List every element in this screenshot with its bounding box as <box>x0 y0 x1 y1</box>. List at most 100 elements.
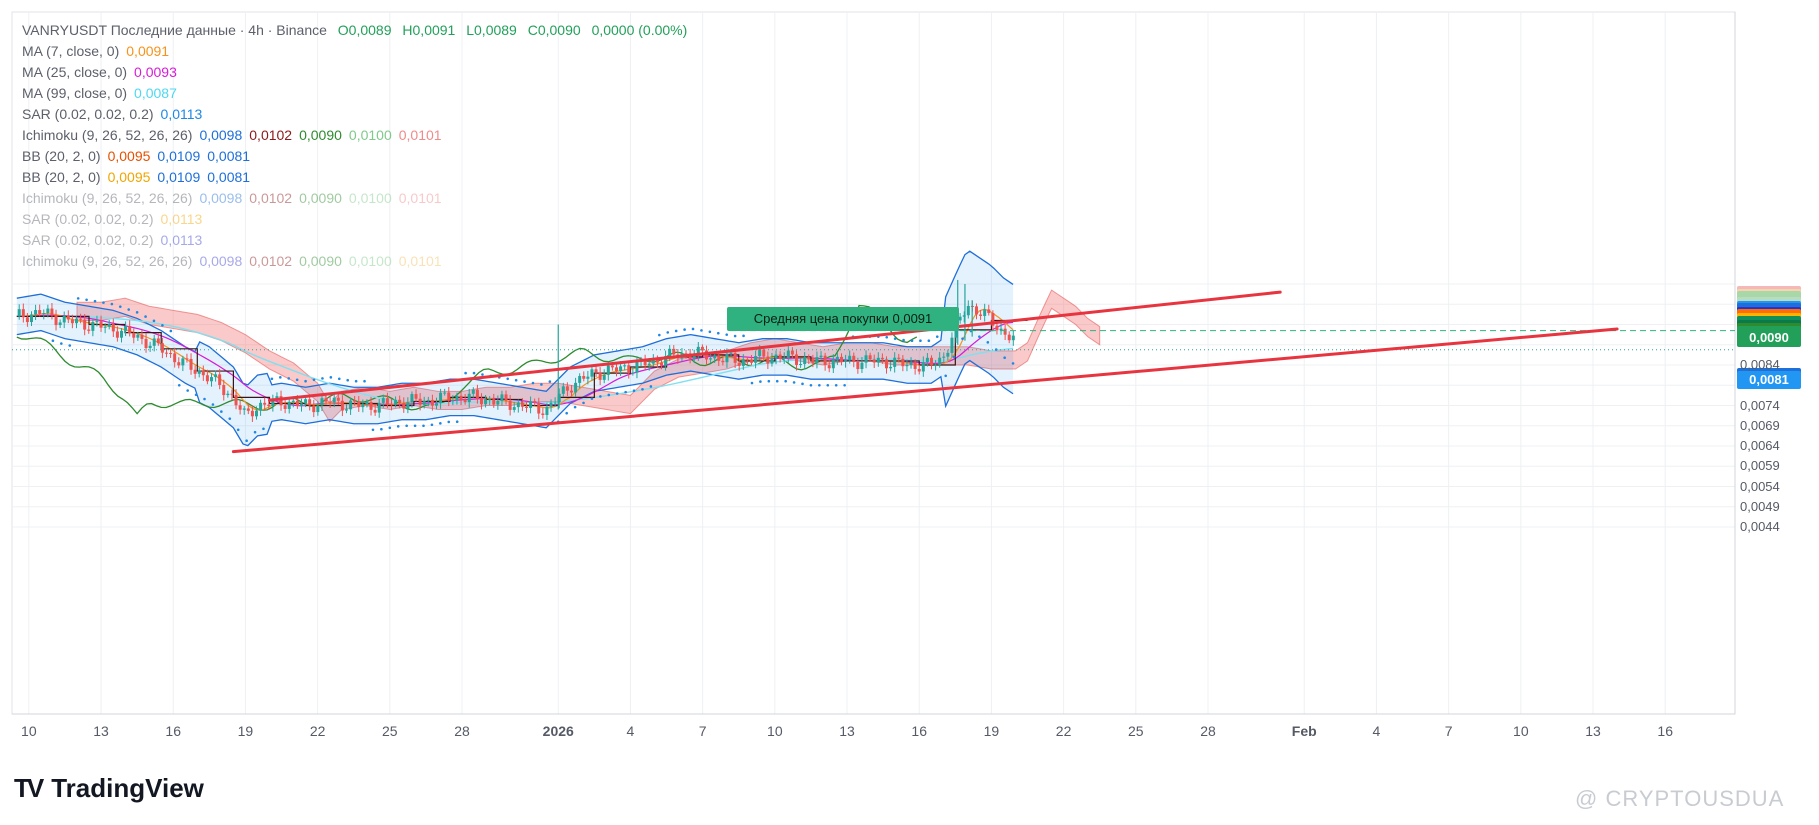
candle-body <box>533 401 537 403</box>
candle-body <box>385 398 389 405</box>
candle-body <box>287 401 291 409</box>
legend-indicator-row[interactable]: Ichimoku (9, 26, 52, 26, 26) 0,0098 0,0102… <box>22 251 922 272</box>
candle-body <box>909 362 913 366</box>
candle-body <box>271 398 275 407</box>
time-tick-label: 13 <box>839 723 855 739</box>
sar-dot <box>144 315 147 318</box>
candle-body <box>214 374 218 378</box>
avg-purchase-price-label[interactable]: Средняя цена покупки 0,0091 <box>727 307 959 331</box>
candle-body <box>111 324 115 332</box>
candle-body <box>549 402 553 407</box>
sar-dot <box>910 339 914 343</box>
time-tick-label: 19 <box>237 723 254 739</box>
candle-body <box>741 359 745 366</box>
sar-dot <box>321 377 324 380</box>
indicator-label: MA (25, close, 0) <box>22 64 128 80</box>
candle-body <box>70 319 74 324</box>
candle-body <box>966 305 970 316</box>
sar-dot <box>455 420 459 424</box>
sar-dot <box>818 383 821 387</box>
sar-dot <box>194 393 198 397</box>
price-tick-label: 0,0044 <box>1740 519 1780 534</box>
candle-body <box>263 402 267 405</box>
tradingview-brand[interactable]: TV TradingView <box>14 773 204 804</box>
candle-body <box>132 333 136 338</box>
candle-body <box>197 370 201 374</box>
candle-body <box>537 402 541 414</box>
indicator-value: 0,0098 <box>199 127 243 143</box>
candle-body <box>831 359 835 369</box>
sar-dot <box>725 333 729 336</box>
sar-dot <box>262 427 265 431</box>
candle-body <box>181 358 185 366</box>
candle-body <box>979 314 983 316</box>
sar-dot <box>641 388 644 391</box>
candle-body <box>308 399 312 406</box>
legend-indicator-row[interactable]: Ichimoku (9, 26, 52, 26, 26) 0,0098 0,0102… <box>22 188 922 209</box>
legend-indicator-row[interactable]: SAR (0.02, 0.02, 0.2) 0,0113 <box>22 104 922 125</box>
candle-body <box>958 316 962 321</box>
candle-body <box>786 350 790 358</box>
price-tick-label: 0,0049 <box>1740 498 1780 514</box>
candle-body <box>655 358 659 363</box>
candle-body <box>864 355 868 363</box>
candle-body <box>156 338 160 344</box>
sar-dot <box>834 383 838 387</box>
candle-body <box>283 405 287 409</box>
candle-body <box>995 325 999 331</box>
sar-dot <box>270 377 274 381</box>
price-tick-label: 0,0064 <box>1740 438 1780 453</box>
sar-dot <box>952 355 956 359</box>
candle-body <box>62 315 66 323</box>
sar-dot <box>885 335 889 339</box>
indicator-label: Ichimoku (9, 26, 52, 26, 26) <box>22 127 193 143</box>
candle-body <box>402 402 406 409</box>
sar-dot <box>683 328 686 331</box>
candle-body <box>983 309 987 316</box>
candle-body <box>668 348 672 357</box>
legend-indicator-row[interactable]: Ichimoku (9, 26, 52, 26, 26) 0,0098 0,0102… <box>22 125 922 146</box>
candle-body <box>377 402 381 413</box>
sar-dot <box>118 305 122 308</box>
sar-dot <box>565 411 568 415</box>
candle-body <box>893 357 897 367</box>
candle-body <box>692 355 696 359</box>
legend-indicator-row[interactable]: SAR (0.02, 0.02, 0.2) 0,0113 <box>22 230 922 251</box>
sar-dot <box>700 329 703 332</box>
time-tick-label: 13 <box>93 723 109 739</box>
candle-body <box>381 398 385 403</box>
candle-body <box>733 352 737 363</box>
sar-dot <box>935 335 939 338</box>
candle-body <box>913 362 917 369</box>
candle-body <box>312 405 316 413</box>
plot-area <box>11 11 1736 715</box>
legend-indicator-row[interactable]: MA (7, close, 0) 0,0091 <box>22 41 922 62</box>
sar-dot <box>708 330 712 334</box>
legend-indicator-row[interactable]: SAR (0.02, 0.02, 0.2) 0,0113 <box>22 209 922 230</box>
candle-body <box>373 409 377 413</box>
legend-indicator-row[interactable]: MA (99, close, 0) 0,0087 <box>22 83 922 104</box>
indicator-value: 0,0081 <box>207 169 251 185</box>
candle-body <box>578 376 582 383</box>
candle-body <box>99 321 103 328</box>
sar-dot <box>590 397 594 400</box>
candle-body <box>872 359 876 363</box>
candle-body <box>590 369 594 377</box>
sar-dot <box>295 378 299 382</box>
bb-lower <box>16 329 1014 447</box>
candle-body <box>246 408 250 411</box>
candle-body <box>304 399 308 404</box>
legend-indicator-row[interactable]: BB (20, 2, 0) 0,0095 0,0109 0,0081 <box>22 146 922 167</box>
indicator-label: BB (20, 2, 0) <box>22 148 101 164</box>
candle-body <box>696 346 700 356</box>
indicator-value: 0,0109 <box>157 148 201 164</box>
candle-body <box>602 374 606 380</box>
legend-indicator-row[interactable]: BB (20, 2, 0) 0,0095 0,0109 0,0081 <box>22 167 922 188</box>
sar-dot <box>51 339 55 343</box>
candle-body <box>398 399 402 403</box>
legend-indicator-row[interactable]: MA (25, close, 0) 0,0093 <box>22 62 922 83</box>
sar-dot <box>809 383 813 387</box>
candle-body <box>38 310 42 314</box>
candle-body <box>823 355 827 366</box>
